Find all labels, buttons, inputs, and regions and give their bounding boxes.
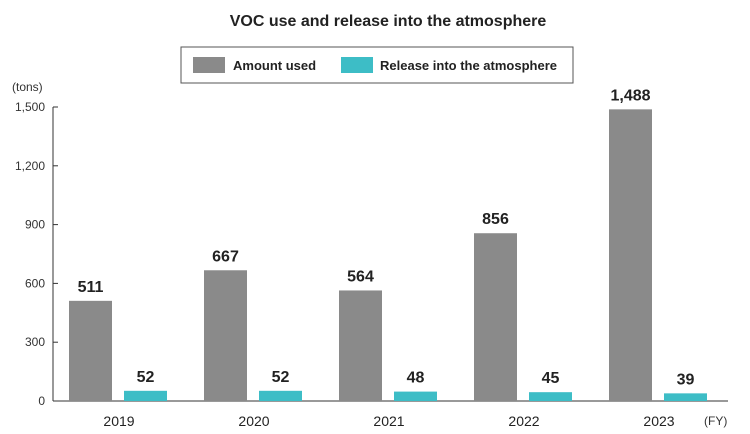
y-tick-label: 900 [25, 218, 45, 232]
bar-release-2022 [529, 392, 572, 401]
bar-release-2021 [394, 391, 437, 401]
x-tick-label: 2021 [373, 413, 404, 429]
data-label-amount-used-2022: 856 [482, 211, 509, 228]
legend-swatch-release [341, 57, 373, 73]
bar-amount-used-2023 [609, 109, 652, 402]
data-label-release-2022: 45 [542, 370, 560, 387]
x-tick-label: 2020 [238, 413, 269, 429]
y-axis-unit: (tons) [12, 80, 43, 94]
bar-amount-used-2019 [69, 300, 112, 401]
y-axis-ticks: 0 300 600 900 1,200 1,500 [15, 100, 58, 408]
y-tick-label: 600 [25, 276, 45, 290]
legend-box [180, 46, 574, 84]
data-label-release-2020: 52 [272, 369, 290, 386]
data-label-amount-used-2021: 564 [347, 268, 374, 285]
data-label-release-2021: 48 [407, 370, 425, 387]
legend-swatch-amount-used [193, 57, 225, 73]
data-label-release-2023: 39 [677, 371, 695, 388]
bar-release-2023 [664, 393, 707, 401]
data-label-release-2019: 52 [137, 369, 155, 386]
x-axis-categories: 2019 2020 2021 2022 2023 [103, 413, 674, 429]
bar-amount-used-2021 [339, 290, 382, 401]
y-tick-label: 1,500 [15, 100, 45, 114]
data-label-amount-used-2019: 511 [78, 279, 104, 296]
bar-amount-used-2022 [474, 233, 517, 401]
y-tick-label: 0 [38, 394, 45, 408]
bar-amount-used-2020 [204, 270, 247, 401]
bar-release-2019 [124, 390, 167, 401]
x-tick-label: 2023 [643, 413, 674, 429]
chart-title: VOC use and release into the atmosphere [230, 13, 547, 30]
bars: 511 52 667 52 564 48 856 45 1,488 39 [69, 87, 707, 402]
legend-label-amount-used: Amount used [233, 58, 316, 73]
legend-label-release: Release into the atmosphere [380, 58, 557, 73]
y-tick-label: 1,200 [15, 159, 45, 173]
x-tick-label: 2019 [103, 413, 134, 429]
y-tick-label: 300 [25, 335, 45, 349]
data-label-amount-used-2023: 1,488 [610, 87, 650, 104]
data-label-amount-used-2020: 667 [212, 248, 239, 265]
x-axis-unit: (FY) [704, 414, 727, 428]
legend: Amount used Release into the atmosphere [180, 46, 574, 84]
x-tick-label: 2022 [508, 413, 539, 429]
bar-release-2020 [259, 390, 302, 401]
